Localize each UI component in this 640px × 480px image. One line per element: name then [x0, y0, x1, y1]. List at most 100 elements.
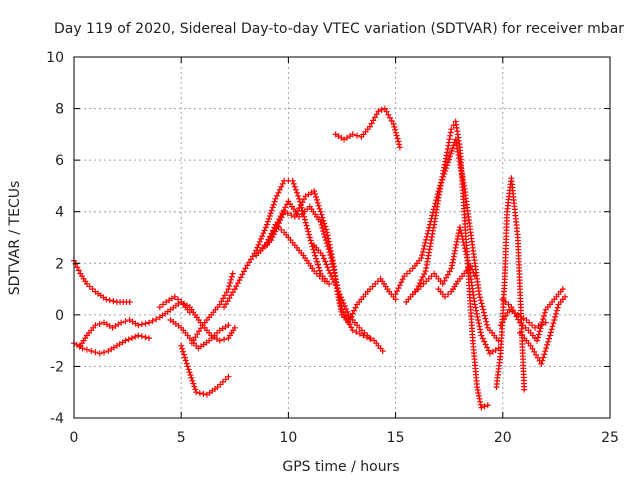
data-point [478, 300, 485, 307]
data-point [497, 322, 504, 329]
data-point [433, 197, 440, 204]
data-point [92, 322, 99, 329]
data-point [461, 242, 468, 249]
data-point [349, 327, 356, 334]
chart-title: Day 119 of 2020, Sidereal Day-to-day VTE… [54, 21, 624, 37]
data-point [262, 224, 269, 231]
data-point [393, 132, 400, 139]
y-tick-label: -4 [50, 411, 64, 427]
data-point [436, 185, 443, 192]
data-point [535, 323, 542, 329]
data-point [313, 196, 320, 203]
data-point [381, 105, 388, 112]
data-point [398, 279, 405, 286]
data-point [279, 211, 286, 218]
y-tick-label: 2 [55, 256, 64, 272]
data-point [290, 180, 297, 187]
data-point [554, 304, 561, 311]
data-point [435, 188, 442, 195]
data-point [448, 265, 455, 272]
data-point [277, 217, 284, 224]
data-point [315, 202, 322, 209]
data-point [317, 208, 324, 215]
data-point [267, 233, 274, 240]
data-point [475, 317, 482, 323]
data-point [551, 317, 558, 323]
data-point [322, 223, 329, 230]
data-point [334, 285, 340, 292]
y-axis-label: SDTVAR / TECUs [7, 181, 23, 296]
data-point [180, 348, 186, 355]
data-point [320, 217, 327, 224]
data-point [266, 236, 273, 243]
data-point [303, 222, 310, 229]
data-point [267, 210, 274, 217]
data-point [366, 335, 373, 342]
data-point [544, 341, 551, 348]
data-point [229, 270, 236, 277]
data-point [392, 129, 399, 136]
data-point [464, 257, 471, 264]
data-point [191, 383, 198, 390]
data-point [378, 106, 385, 113]
data-point [546, 335, 552, 342]
data-point [175, 296, 181, 303]
data-point [477, 401, 484, 408]
data-point [92, 349, 99, 356]
x-axis-label: GPS time / hours [282, 459, 399, 475]
x-tick-label: 10 [279, 430, 297, 446]
data-point [534, 337, 541, 344]
data-point [135, 322, 142, 329]
data-point [446, 153, 453, 160]
data-point [323, 226, 330, 233]
data-point [473, 307, 480, 314]
data-point [443, 165, 450, 172]
data-point [181, 354, 188, 361]
data-point [420, 246, 427, 252]
data-point [426, 221, 433, 228]
data-point [327, 270, 334, 277]
data-point [423, 233, 430, 240]
data-point [479, 335, 486, 342]
data-point [269, 204, 276, 211]
data-point [316, 267, 323, 274]
data-point [231, 324, 238, 331]
data-point [559, 286, 566, 293]
data-point [354, 132, 360, 139]
data-point [268, 230, 275, 237]
data-point [535, 331, 542, 338]
data-point [545, 338, 552, 345]
data-point [479, 303, 486, 310]
data-point [279, 180, 286, 187]
data-point [368, 120, 375, 127]
data-point [325, 238, 332, 245]
data-point [254, 244, 261, 251]
data-point [383, 108, 390, 115]
data-point [265, 215, 272, 222]
data-point [356, 330, 363, 337]
data-point [284, 210, 291, 217]
data-point [196, 390, 203, 397]
data-point [459, 233, 466, 240]
data-point [553, 310, 559, 317]
data-point [122, 318, 129, 325]
data-point [532, 324, 538, 331]
data-point [185, 366, 192, 373]
data-point [223, 289, 230, 296]
data-point [261, 227, 268, 234]
data-point [541, 312, 547, 319]
data-point [146, 319, 152, 326]
data-point [553, 307, 560, 314]
data-point [313, 255, 320, 262]
data-point [433, 194, 440, 201]
data-point [324, 232, 331, 239]
data-point [138, 321, 145, 328]
y-tick-label: 4 [55, 205, 64, 221]
data-point [547, 332, 553, 339]
data-point [543, 345, 550, 352]
data-point [441, 170, 448, 177]
data-point [542, 348, 549, 355]
data-point [291, 183, 298, 190]
data-point [443, 274, 450, 281]
